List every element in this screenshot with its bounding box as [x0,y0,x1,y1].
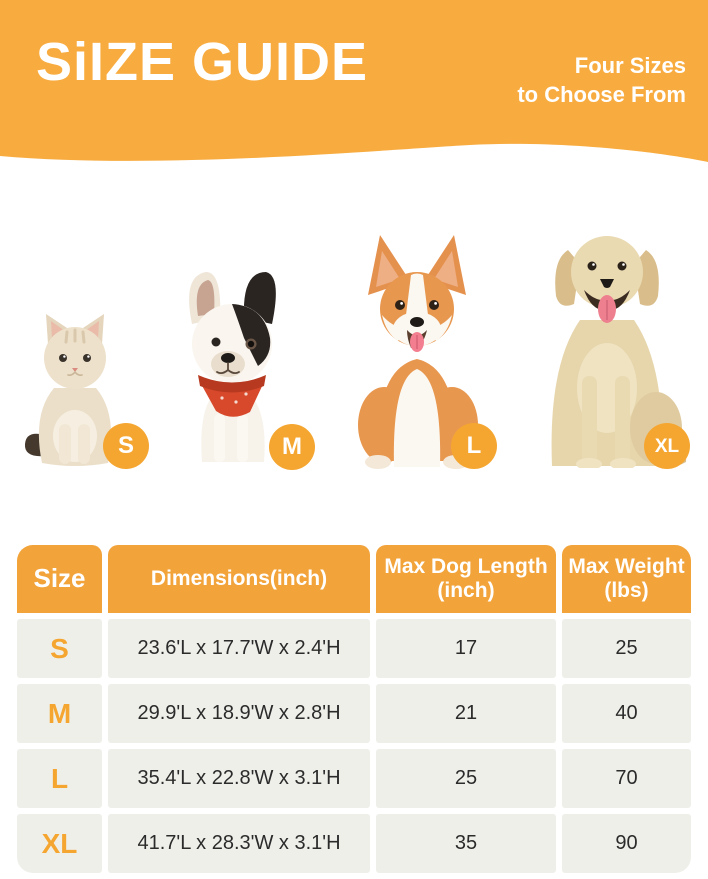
cat-image [24,314,112,466]
table-header-dimensions: Dimensions(inch) [108,545,370,613]
table-cell-weight-m: 40 [562,684,691,743]
table-cell-weight-xl: 90 [562,814,691,873]
corgi-image [358,235,478,469]
table-cell-dimensions-m: 29.9'L x 18.9'W x 2.8'H [108,684,370,743]
french-bulldog-image [189,272,276,462]
table-cell-dimensions-s: 23.6'L x 17.7'W x 2.4'H [108,619,370,678]
size-badge-s: S [103,423,149,469]
table-cell-size-m: M [17,684,102,743]
table-cell-dimensions-xl: 41.7'L x 28.3'W x 3.1'H [108,814,370,873]
table-cell-weight-s: 25 [562,619,691,678]
table-cell-size-l: L [17,749,102,808]
table-cell-size-s: S [17,619,102,678]
banner-wave-background [0,0,708,162]
table-header-size: Size [17,545,102,613]
table-cell-size-xl: XL [17,814,102,873]
table-cell-length-s: 17 [376,619,556,678]
table-header-max-dog-length: Max Dog Length (inch) [376,545,556,613]
size-table: Size Dimensions(inch) Max Dog Length (in… [17,545,691,873]
page-title: SiIZE GUIDE [36,32,369,92]
table-cell-weight-l: 70 [562,749,691,808]
header-tagline: Four Sizes to Choose From [517,53,686,107]
size-badge-m: M [269,424,315,470]
table-cell-dimensions-l: 35.4'L x 22.8'W x 3.1'H [108,749,370,808]
table-cell-length-m: 21 [376,684,556,743]
table-cell-length-xl: 35 [376,814,556,873]
size-badge-xl: XL [644,423,690,469]
table-header-max-weight: Max Weight (lbs) [562,545,691,613]
table-cell-length-l: 25 [376,749,556,808]
size-badge-l: L [451,423,497,469]
